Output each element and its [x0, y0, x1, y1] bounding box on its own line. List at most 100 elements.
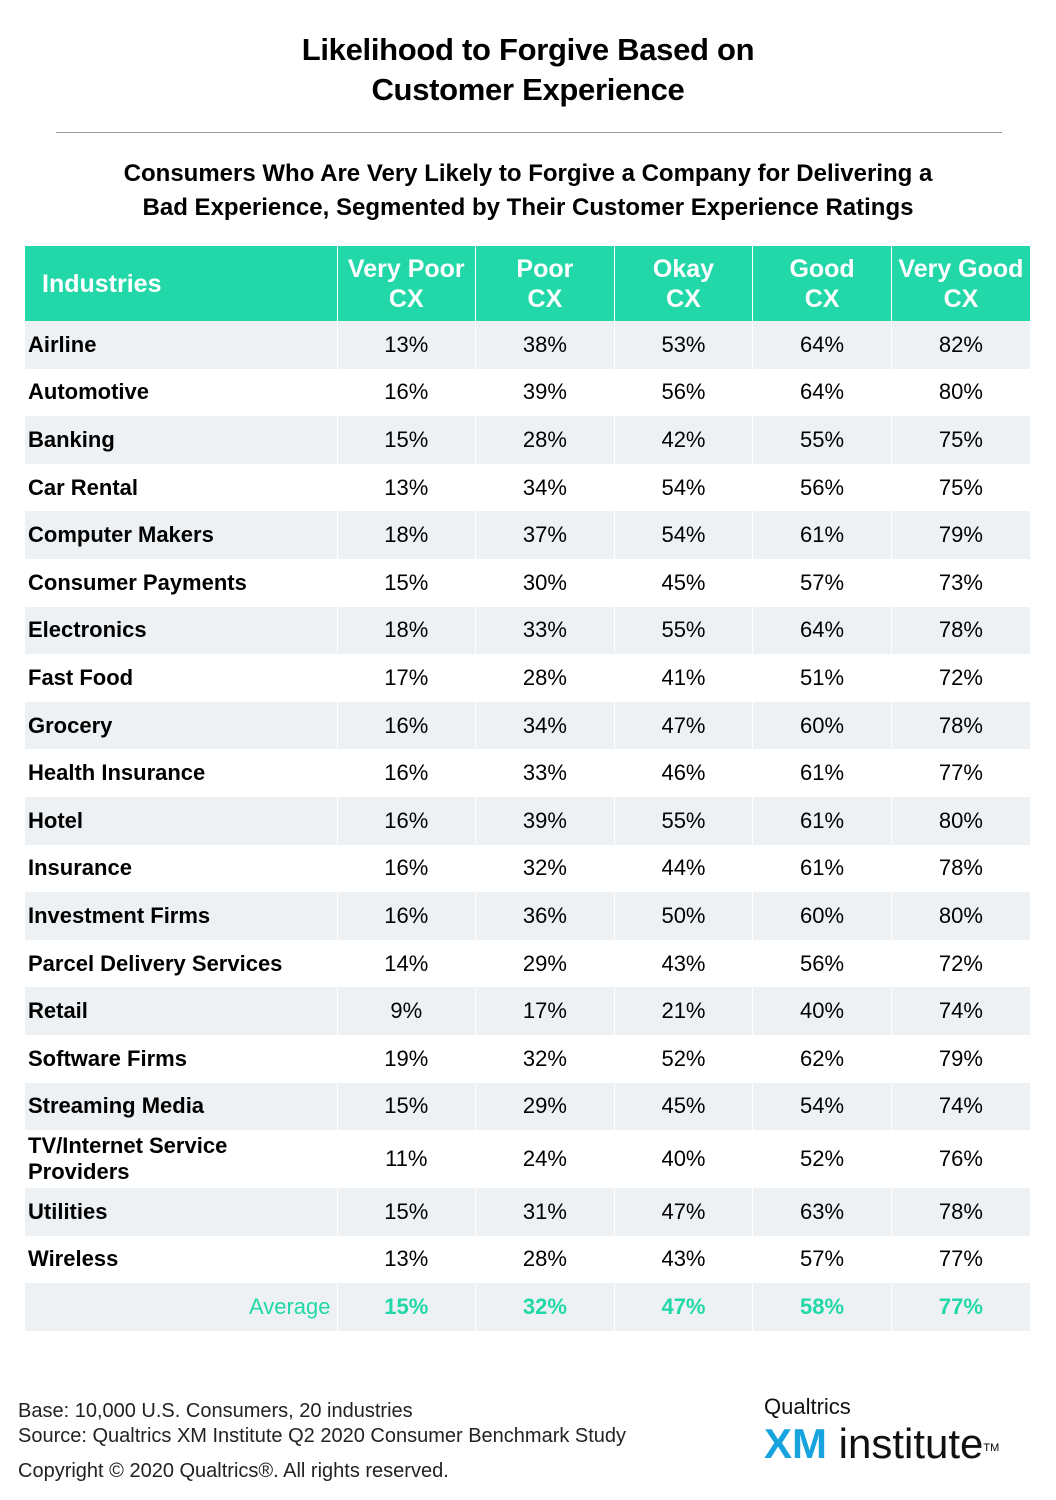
value-cell: 78%	[890, 1188, 1030, 1236]
value-cell: 50%	[613, 892, 753, 940]
column-header-text: Poor	[516, 254, 574, 283]
value-cell: 78%	[890, 844, 1030, 893]
value-cell: 56%	[613, 368, 753, 417]
value-cell: 79%	[890, 1034, 1030, 1083]
value-cell: 46%	[613, 749, 753, 797]
value-cell: 52%	[613, 1034, 753, 1083]
industry-name: Computer Makers	[25, 511, 337, 559]
value-cell: 14%	[336, 939, 476, 988]
industry-name: Parcel Delivery Services	[25, 939, 337, 988]
base-note: Base: 10,000 U.S. Consumers, 20 industri…	[18, 1400, 413, 1422]
average-row: Average 15% 32% 47% 58% 77%	[25, 1283, 1030, 1331]
table-row: Parcel Delivery Services 14% 29% 43% 56% 72%	[25, 939, 1030, 988]
column-header-text: CX	[527, 284, 563, 313]
industry-name-line: TV/Internet Service	[28, 1133, 228, 1159]
column-header-text: CX	[666, 284, 701, 313]
logo-xm: XM	[764, 1420, 827, 1467]
average-value: 32%	[475, 1283, 615, 1331]
average-label: Average	[25, 1283, 337, 1331]
value-cell: 28%	[475, 416, 615, 464]
value-cell: 62%	[752, 1034, 892, 1083]
value-cell: 42%	[613, 416, 753, 464]
value-cell: 18%	[336, 511, 476, 559]
column-header-5: Very Good CX	[890, 246, 1030, 321]
value-cell: 79%	[890, 511, 1030, 559]
industry-name-line: Utilities	[28, 1198, 108, 1224]
industry-name: Automotive	[25, 368, 337, 417]
value-cell: 54%	[613, 463, 753, 512]
value-cell: 16%	[336, 368, 476, 417]
value-cell: 74%	[890, 987, 1030, 1035]
value-cell: 77%	[890, 749, 1030, 797]
table-row: Streaming Media 15% 29% 45% 54% 74%	[25, 1082, 1030, 1131]
value-cell: 60%	[752, 701, 892, 750]
value-cell: 32%	[475, 1034, 615, 1083]
value-cell: 15%	[336, 1188, 476, 1236]
value-cell: 28%	[475, 1235, 615, 1284]
xm-institute-logo: Qualtrics XM instituteTM	[764, 1394, 1034, 1474]
column-header-1: Very Poor CX	[336, 246, 476, 321]
value-cell: 15%	[336, 416, 476, 464]
industry-name-line: Retail	[28, 998, 88, 1024]
page-title: Likelihood to Forgive Based on Customer …	[0, 30, 1056, 110]
value-cell: 51%	[752, 654, 892, 702]
industry-name-line: Banking	[28, 426, 115, 452]
value-cell: 39%	[475, 368, 615, 417]
value-cell: 34%	[475, 701, 615, 750]
value-cell: 72%	[890, 939, 1030, 988]
value-cell: 43%	[613, 939, 753, 988]
industry-name-line: Automotive	[28, 379, 149, 405]
value-cell: 38%	[475, 321, 615, 369]
value-cell: 30%	[475, 558, 615, 607]
industry-name-line: Providers	[28, 1159, 130, 1185]
column-header-industries: Industries	[25, 246, 337, 321]
value-cell: 55%	[752, 416, 892, 464]
industry-name-line: Consumer Payments	[28, 569, 247, 595]
title-line-1: Likelihood to Forgive Based on	[301, 32, 755, 67]
value-cell: 47%	[613, 1188, 753, 1236]
industry-name: Electronics	[25, 606, 337, 655]
industry-name: TV/Internet Service Providers	[25, 1130, 337, 1189]
value-cell: 29%	[475, 1082, 615, 1131]
value-cell: 33%	[475, 749, 615, 797]
value-cell: 77%	[890, 1235, 1030, 1284]
value-cell: 15%	[336, 558, 476, 607]
table-row: Utilities 15% 31% 47% 63% 78%	[25, 1188, 1030, 1236]
industry-name-line: Hotel	[28, 807, 83, 833]
value-cell: 64%	[752, 606, 892, 655]
industry-name-line: Software Firms	[28, 1045, 187, 1071]
industry-name-line: Electronics	[28, 617, 147, 643]
industry-name-line: Fast Food	[28, 664, 134, 690]
value-cell: 47%	[613, 701, 753, 750]
table-row: TV/Internet Service Providers 11% 24% 40% 52%…	[25, 1130, 1030, 1189]
industry-name: Insurance	[25, 844, 337, 893]
value-cell: 61%	[752, 749, 892, 797]
value-cell: 24%	[475, 1130, 615, 1189]
value-cell: 72%	[890, 654, 1030, 702]
logo-wordmark: XM instituteTM	[764, 1420, 999, 1468]
value-cell: 60%	[752, 892, 892, 940]
column-header-text: Okay	[652, 254, 715, 283]
value-cell: 43%	[613, 1235, 753, 1284]
value-cell: 16%	[336, 892, 476, 940]
value-cell: 57%	[752, 1235, 892, 1284]
value-cell: 44%	[613, 844, 753, 893]
value-cell: 17%	[475, 987, 615, 1035]
value-cell: 54%	[752, 1082, 892, 1131]
average-value: 15%	[336, 1283, 476, 1331]
value-cell: 13%	[336, 463, 476, 512]
value-cell: 80%	[890, 796, 1030, 845]
value-cell: 52%	[752, 1130, 892, 1189]
value-cell: 73%	[890, 558, 1030, 607]
industry-name-line: Parcel Delivery Services	[28, 950, 283, 976]
value-cell: 75%	[890, 463, 1030, 512]
value-cell: 16%	[336, 749, 476, 797]
column-header-text: CX	[804, 284, 840, 313]
industry-name-line: Insurance	[28, 855, 132, 881]
table-row: Computer Makers 18% 37% 54% 61% 79%	[25, 511, 1030, 559]
average-value: 47%	[613, 1283, 753, 1331]
logo-trademark: TM	[983, 1442, 1000, 1454]
value-cell: 33%	[475, 606, 615, 655]
value-cell: 15%	[336, 1082, 476, 1131]
table-row: Grocery 16% 34% 47% 60% 78%	[25, 701, 1030, 750]
